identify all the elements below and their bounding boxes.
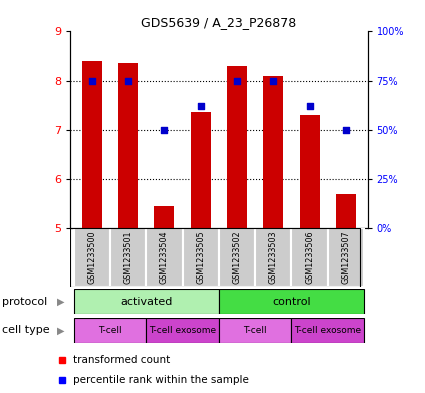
Bar <box>191 112 211 228</box>
Bar <box>146 228 183 287</box>
Bar <box>219 289 364 314</box>
Bar <box>154 206 174 228</box>
Text: ▶: ▶ <box>57 297 65 307</box>
Text: ▶: ▶ <box>57 325 65 335</box>
Bar <box>219 228 255 287</box>
Text: percentile rank within the sample: percentile rank within the sample <box>73 375 249 386</box>
Bar <box>74 318 146 343</box>
Bar <box>336 193 356 228</box>
Text: T-cell exosome: T-cell exosome <box>294 326 361 335</box>
Text: T-cell: T-cell <box>98 326 122 335</box>
Bar <box>255 228 292 287</box>
Text: GSM1233506: GSM1233506 <box>305 231 314 284</box>
Bar <box>227 66 247 228</box>
Text: GSM1233500: GSM1233500 <box>88 231 96 284</box>
Text: GSM1233503: GSM1233503 <box>269 231 278 284</box>
Bar <box>110 228 146 287</box>
Bar <box>82 61 102 228</box>
Bar <box>328 228 364 287</box>
Title: GDS5639 / A_23_P26878: GDS5639 / A_23_P26878 <box>141 16 297 29</box>
Point <box>88 77 95 84</box>
Text: transformed count: transformed count <box>73 354 170 365</box>
Text: GSM1233502: GSM1233502 <box>232 231 241 284</box>
Text: T-cell exosome: T-cell exosome <box>149 326 216 335</box>
Text: GSM1233505: GSM1233505 <box>196 231 205 284</box>
Text: protocol: protocol <box>2 297 47 307</box>
Bar <box>264 75 283 228</box>
Point <box>161 127 168 133</box>
Bar <box>183 228 219 287</box>
Point <box>125 77 132 84</box>
Text: GSM1233501: GSM1233501 <box>124 231 133 284</box>
Bar <box>74 289 219 314</box>
Point <box>197 103 204 109</box>
Bar <box>74 228 110 287</box>
Text: T-cell: T-cell <box>244 326 267 335</box>
Point <box>270 77 277 84</box>
Bar <box>292 228 328 287</box>
Text: control: control <box>272 297 311 307</box>
Bar <box>146 318 219 343</box>
Text: activated: activated <box>120 297 173 307</box>
Text: GSM1233504: GSM1233504 <box>160 231 169 284</box>
Point <box>343 127 349 133</box>
Text: GSM1233507: GSM1233507 <box>341 231 350 284</box>
Point <box>234 77 241 84</box>
Bar <box>292 318 364 343</box>
Point <box>306 103 313 109</box>
Text: cell type: cell type <box>2 325 50 335</box>
Bar <box>219 318 292 343</box>
Bar <box>118 63 138 228</box>
Bar <box>300 115 320 228</box>
